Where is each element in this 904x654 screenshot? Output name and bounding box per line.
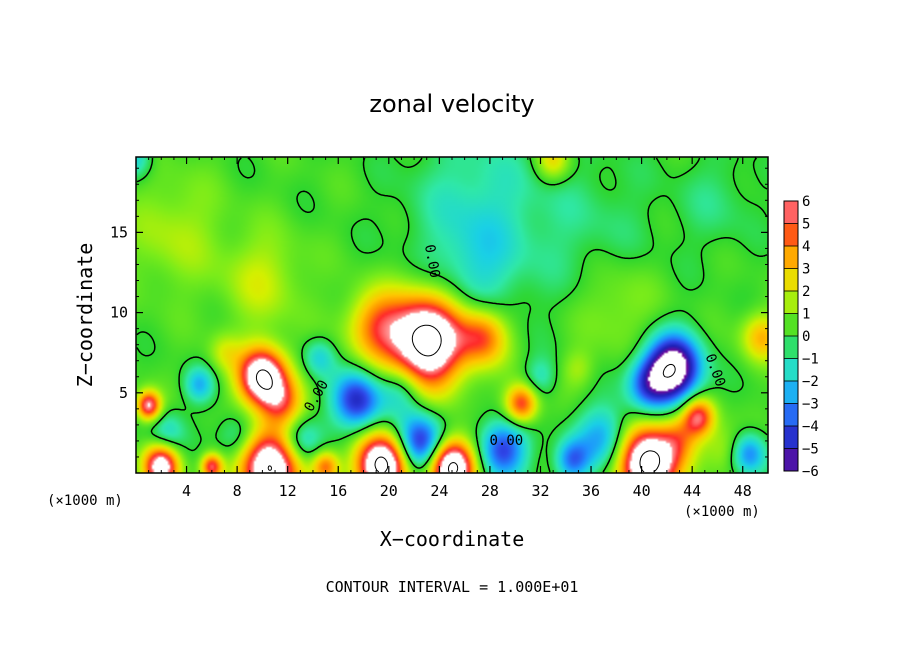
colorbar-tick-label: 6 — [802, 194, 810, 210]
x-axis-label: X−coordinate — [380, 527, 525, 551]
x-tick-label: 20 — [380, 482, 398, 500]
colorbar-tick-label: −3 — [802, 397, 819, 413]
x-axis: 4 8 12 16 20 24 28 32 36 40 44 48 — [148, 157, 769, 500]
contour-label: 0.00 — [421, 243, 443, 279]
y-tick-label: 10 — [110, 304, 128, 322]
colorbar-tick-label: −6 — [802, 464, 819, 480]
x-tick-label: 4 — [182, 482, 191, 500]
chart-title: zonal velocity — [369, 90, 534, 118]
colorbar-swatch — [784, 268, 798, 292]
colorbar-swatch — [784, 223, 798, 247]
y-axis-label: Z−coordinate — [73, 243, 97, 388]
x-tick-label: 32 — [531, 482, 549, 500]
colorbar-swatch — [784, 246, 798, 269]
colorbar-tick-label: 0 — [802, 329, 810, 345]
zero-contour-line — [136, 157, 768, 473]
x-unit-left: (×1000 m) — [47, 493, 123, 509]
x-tick-label: 44 — [683, 482, 701, 500]
colorbar-tick-label: 2 — [802, 284, 810, 300]
colorbar-tick-label: 1 — [802, 307, 810, 323]
contour-interval-note: CONTOUR INTERVAL = 1.000E+01 — [326, 578, 579, 596]
y-tick-label: 15 — [110, 223, 128, 241]
contour-label: 0.00 — [489, 433, 523, 449]
y-axis: 5 10 15 — [110, 167, 768, 458]
velocity-field — [136, 157, 768, 473]
negative-contour-line — [662, 363, 676, 378]
x-tick-label: 24 — [430, 482, 448, 500]
colorbar-tick-label: −1 — [802, 352, 819, 368]
colorbar-swatch — [784, 381, 798, 404]
colorbar-tick-label: 3 — [802, 262, 810, 278]
colorbar-tick-label: −5 — [802, 442, 819, 458]
x-tick-label: 36 — [582, 482, 600, 500]
colorbar-swatch — [784, 403, 798, 427]
x-tick-label: 12 — [279, 482, 297, 500]
colorbar-tick-label: −4 — [802, 419, 819, 435]
zero-contours — [136, 157, 768, 473]
colorbar-swatch — [784, 313, 798, 337]
x-tick-label: 16 — [329, 482, 347, 500]
colorbar-swatch — [784, 448, 798, 472]
x-tick-label: 28 — [481, 482, 499, 500]
colorbar-tick-label: 5 — [802, 217, 810, 233]
colorbar-swatch — [784, 291, 798, 314]
x-unit-right: (×1000 m) — [684, 504, 760, 520]
colorbar-tick-label: 4 — [802, 239, 810, 255]
colorbar-swatch — [784, 336, 798, 359]
colorbar-swatch — [784, 426, 798, 449]
colorbar: 6 5 4 3 2 1 0 −1 −2 −3 −4 −5 −6 — [783, 194, 819, 480]
x-tick-label: 48 — [734, 482, 752, 500]
colorbar-tick-label: −2 — [802, 374, 819, 390]
x-tick-label: 40 — [633, 482, 651, 500]
colorbar-swatch — [784, 358, 798, 382]
y-tick-label: 5 — [119, 384, 128, 402]
x-tick-label: 8 — [233, 482, 242, 500]
colorbar-swatch — [784, 201, 798, 224]
positive-contour-line — [255, 324, 661, 473]
